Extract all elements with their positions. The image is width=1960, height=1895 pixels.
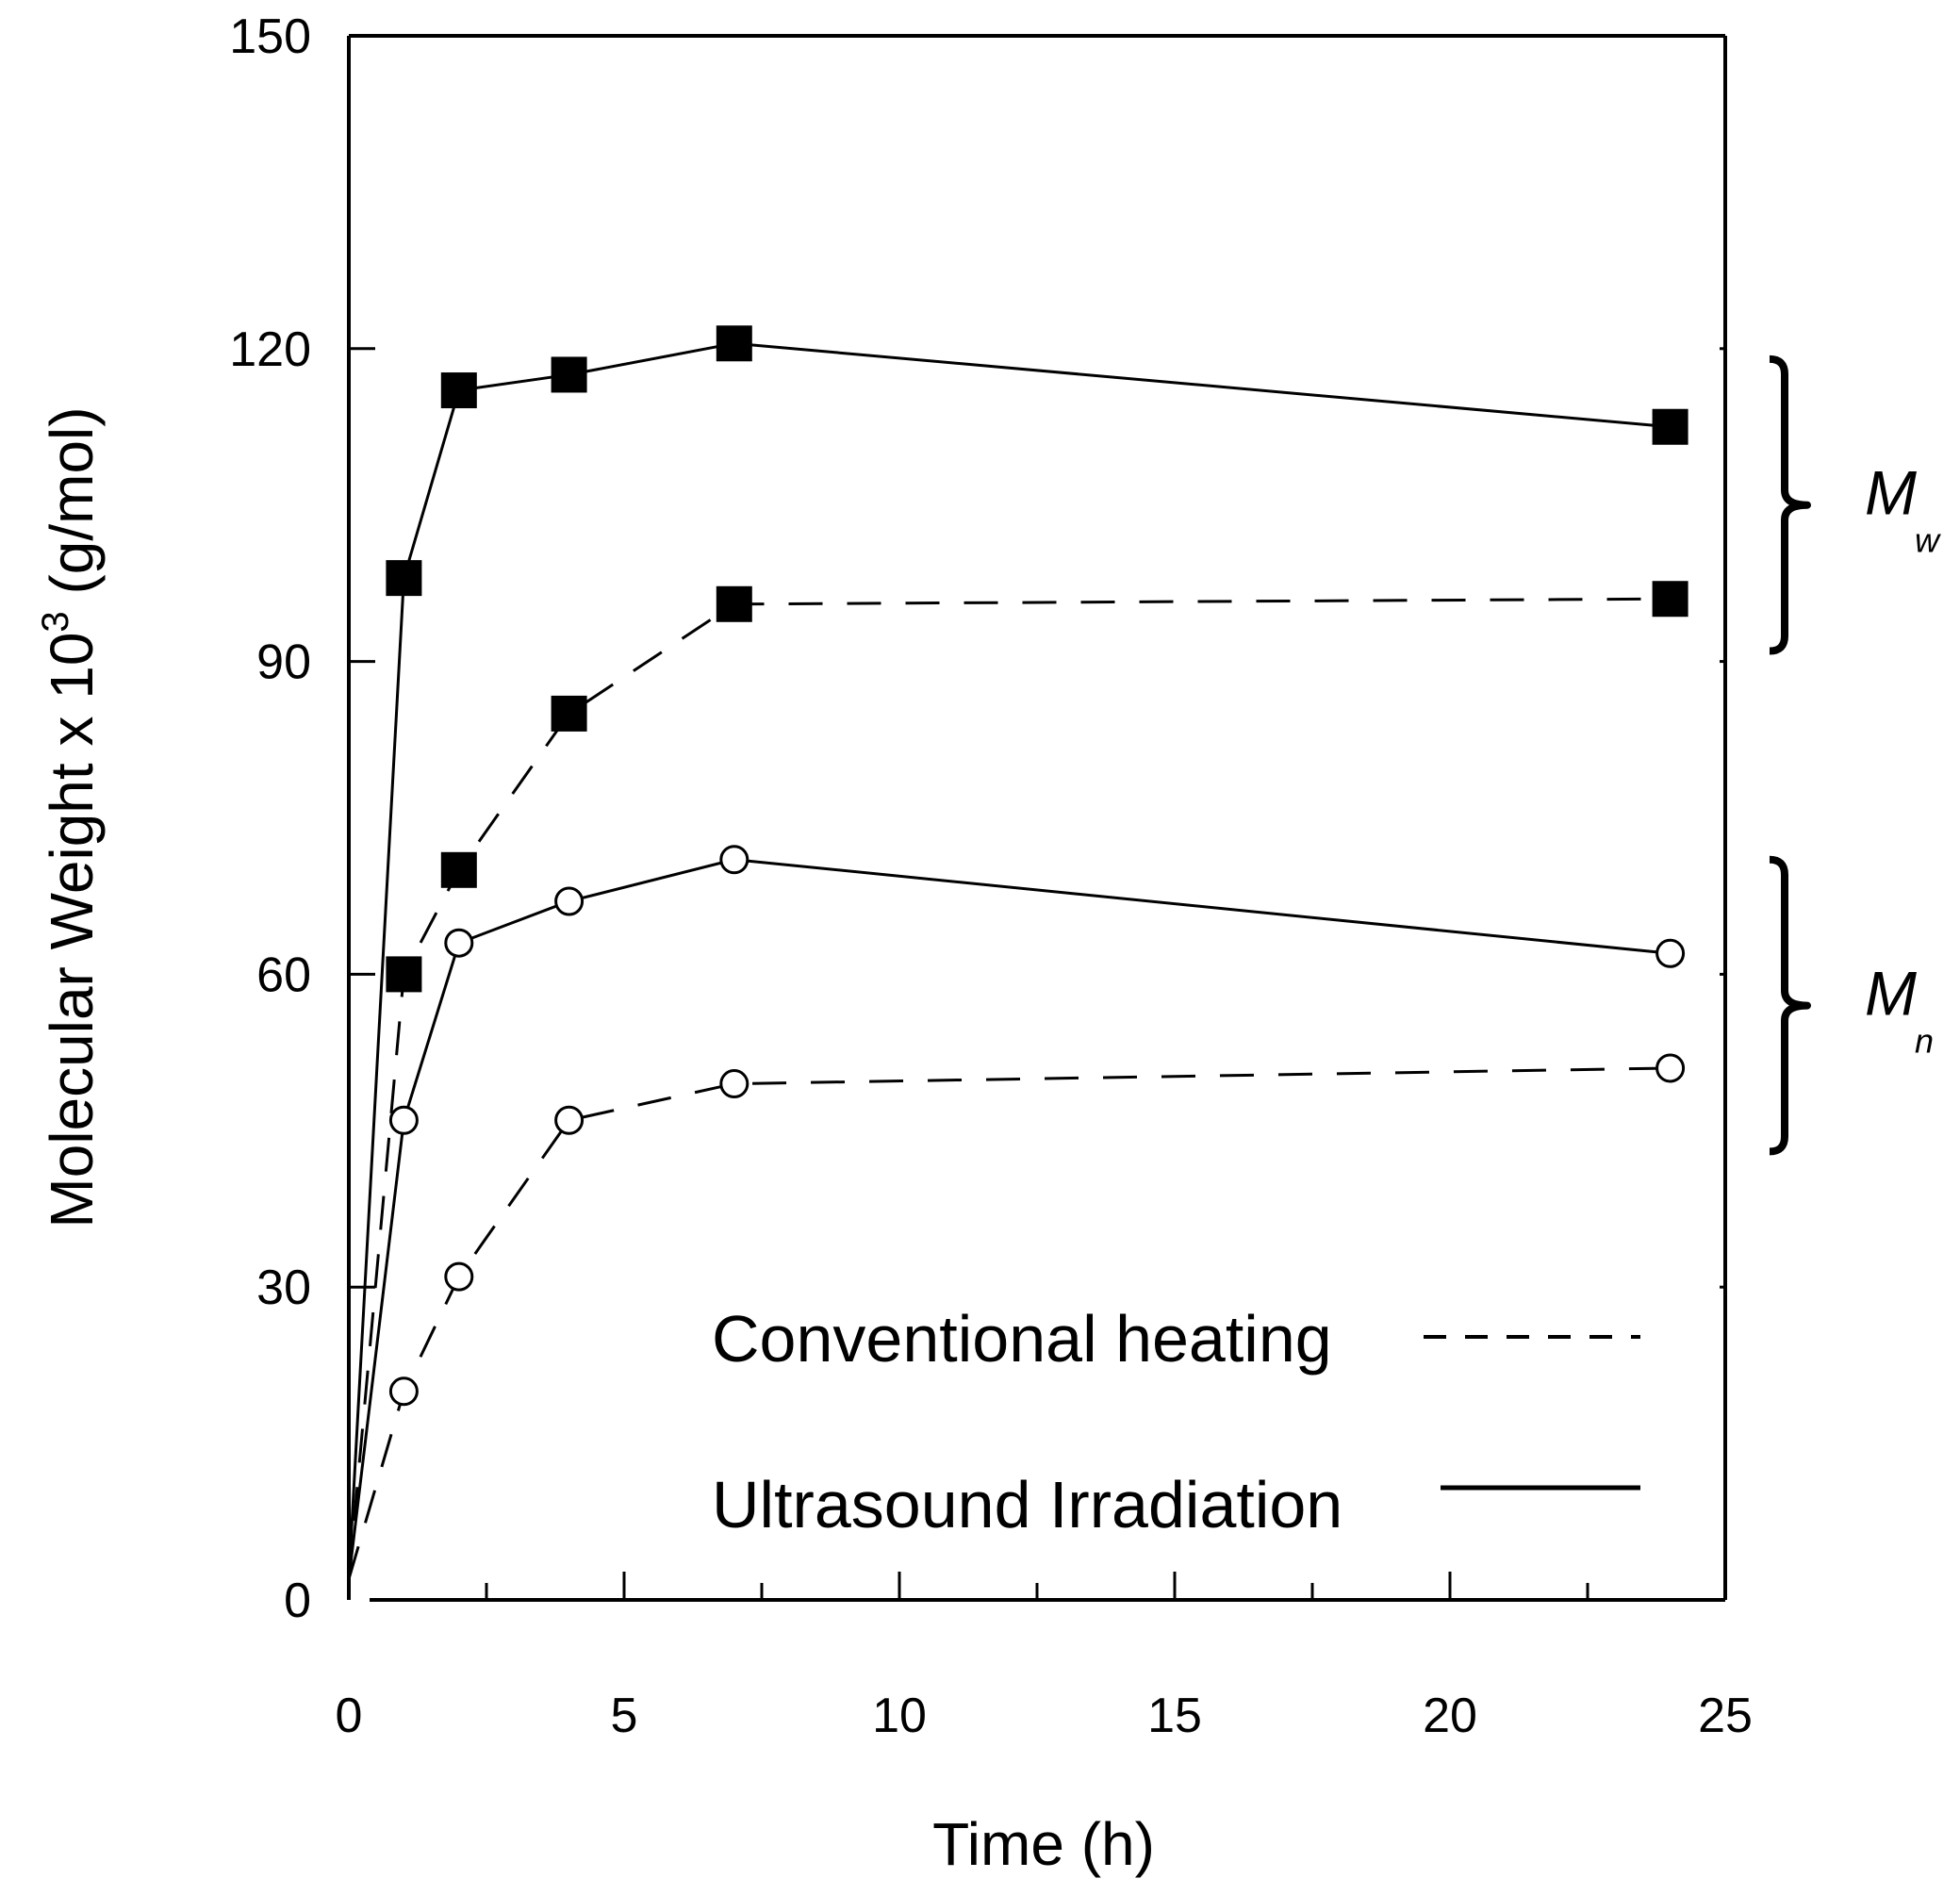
y-tick-label: 0 [284,1574,311,1628]
data-point-square [1652,408,1688,445]
x-axis-ticks: 0 5 10 15 20 25 [336,1572,1753,1743]
data-point-square [551,695,587,732]
data-point-square [386,560,422,597]
data-point-square [551,356,587,393]
series-layer [347,325,1688,1580]
series-line [347,858,1671,1580]
mw-label-subscript: w [1915,521,1941,560]
data-point-circle [554,1105,585,1135]
data-point-circle [444,1261,474,1292]
data-point-circle [1655,1053,1686,1083]
plot-frame [347,34,1727,1602]
y-axis-title-main: Molecular Weight x 10 [38,633,106,1228]
data-point-square [716,585,752,622]
data-point-circle [388,1376,419,1407]
x-tick-label: 25 [1698,1689,1753,1743]
data-point-square [386,956,422,993]
legend-label-conventional: Conventional heating [712,1302,1332,1376]
y-tick-label: 60 [256,948,311,1002]
data-point-square [440,372,477,409]
data-point-square [716,325,752,362]
data-point-square [1652,581,1688,618]
y-axis-title-superscript: 3 [35,611,76,632]
y-axis-title-unit: (g/mol) [38,406,106,611]
x-tick-label: 5 [611,1689,638,1743]
data-point-circle [1655,938,1686,968]
data-point-circle [719,1069,749,1099]
x-tick-label: 20 [1423,1689,1477,1743]
y-axis-ticks: 0 30 60 90 120 150 [229,9,1725,1628]
mn-brace [1769,855,1811,1156]
x-tick-label: 15 [1147,1689,1202,1743]
series-line [347,341,1671,1579]
data-point-circle [388,1105,419,1135]
data-point-circle [554,886,585,916]
legend-label-ultrasound: Ultrasound Irradiation [712,1468,1342,1541]
x-axis-title: Time (h) [932,1810,1155,1878]
mw-brace [1769,354,1811,655]
series-line [347,597,1671,1580]
mn-label-subscript: n [1915,1022,1934,1061]
y-tick-label: 90 [256,635,311,690]
data-point-square [440,851,477,888]
x-tick-label: 0 [336,1689,363,1743]
y-tick-label: 150 [229,9,311,64]
legend: Conventional heating Ultrasound Irradiat… [712,1302,1640,1541]
mw-label-symbol: M [1865,458,1917,528]
x-tick-label: 10 [872,1689,927,1743]
data-point-circle [719,845,749,875]
y-tick-label: 30 [256,1261,311,1315]
y-tick-label: 120 [229,322,311,377]
data-point-circle [444,928,474,958]
series-line [347,1066,1671,1580]
mn-label-symbol: M [1865,959,1917,1029]
y-axis-title: Molecular Weight x 103 (g/mol) [35,406,106,1228]
